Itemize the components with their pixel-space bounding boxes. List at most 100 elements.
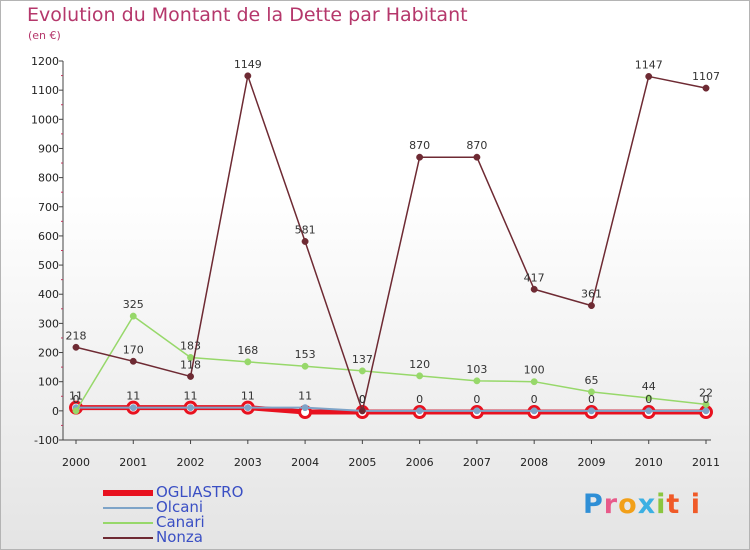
y-tick-label: 1200 (31, 55, 59, 68)
point-olcani (588, 407, 595, 415)
point-olcani (645, 407, 653, 415)
data-label-olcani: 0 (531, 393, 538, 406)
point-canari (72, 407, 80, 415)
data-label-nonza: 1107 (692, 70, 720, 83)
x-tick-label: 2000 (62, 456, 90, 469)
data-label-olcani: 11 (241, 390, 255, 403)
legend-swatch (103, 490, 153, 496)
point-canari (244, 358, 252, 366)
point-olcani (129, 404, 137, 412)
data-label-canari: 120 (409, 358, 430, 371)
y-tick-label: 0 (52, 405, 59, 418)
data-label-olcani: 0 (588, 393, 595, 406)
x-tick-label: 2009 (577, 456, 605, 469)
point-nonza (530, 285, 538, 293)
data-label-canari: 0 (73, 393, 80, 406)
data-label-nonza: 1147 (635, 58, 663, 71)
point-canari (473, 377, 481, 385)
x-tick-label: 2011 (692, 456, 720, 469)
data-label-canari: 22 (699, 386, 713, 399)
legend-label: Olcani (156, 498, 204, 516)
point-canari (645, 394, 653, 402)
data-label-olcani: 11 (184, 390, 198, 403)
y-tick-label: 600 (38, 230, 59, 243)
data-label-olcani: 0 (703, 393, 710, 406)
y-tick-label: 1100 (31, 84, 59, 97)
data-label-olcani: 11 (69, 390, 83, 403)
point-canari (301, 362, 309, 370)
point-nonza (301, 238, 309, 245)
data-label-nonza: 118 (180, 358, 201, 371)
data-label-nonza: 417 (524, 271, 545, 284)
point-nonza (473, 153, 481, 161)
point-canari (702, 400, 710, 408)
data-label-olcani: 11 (126, 390, 140, 403)
point-olcani (244, 404, 252, 412)
data-label-canari: 183 (180, 339, 201, 352)
proxiti-logo: Proxit i (583, 489, 701, 520)
data-label-canari: 137 (352, 353, 373, 366)
point-nonza (588, 302, 595, 310)
point-nonza (187, 372, 194, 380)
data-label-nonza: 870 (409, 139, 430, 152)
point-nonza (416, 153, 424, 161)
chart-title: Evolution du Montant de la Dette par Hab… (27, 4, 468, 26)
x-tick-label: 2010 (635, 456, 663, 469)
data-label-nonza: 870 (466, 139, 487, 152)
data-label-canari: 65 (584, 374, 598, 387)
x-tick-label: 2003 (234, 456, 262, 469)
y-tick-label: 300 (38, 317, 59, 330)
data-label-nonza: 170 (123, 343, 144, 356)
data-label-nonza: 581 (295, 223, 316, 236)
y-tick-label: 800 (38, 172, 59, 185)
data-label-canari: 100 (524, 364, 545, 377)
data-label-canari: 168 (237, 344, 258, 357)
point-canari (129, 312, 137, 320)
data-label-canari: 44 (642, 380, 656, 393)
series-line-olcani (76, 406, 706, 412)
series-line-canari (75, 315, 707, 412)
y-tick-label: 1000 (31, 113, 59, 126)
y-tick-label: 500 (38, 259, 59, 272)
point-olcani (702, 407, 710, 415)
y-tick-label: 700 (38, 201, 59, 214)
data-label-olcani: 0 (416, 393, 423, 406)
point-canari (358, 367, 366, 375)
data-label-canari: 153 (295, 348, 316, 361)
x-tick-label: 2001 (119, 456, 147, 469)
y-tick-label: 200 (38, 347, 59, 360)
point-nonza (358, 407, 366, 415)
legend-label: Canari (156, 513, 205, 531)
legend-swatch (103, 522, 153, 524)
chart-subtitle: (en €) (28, 29, 61, 42)
point-olcani (530, 407, 538, 415)
point-nonza (72, 343, 80, 351)
y-tick-label: 100 (38, 376, 59, 389)
point-canari (416, 372, 424, 380)
point-nonza (702, 84, 710, 92)
y-tick-label: 400 (38, 288, 59, 301)
x-tick-label: 2002 (177, 456, 205, 469)
data-label-olcani: 11 (298, 390, 312, 403)
x-tick-label: 2008 (520, 456, 548, 469)
data-label-canari: 325 (123, 298, 144, 311)
series-line-nonza (75, 75, 707, 412)
data-label-nonza: 361 (581, 288, 602, 301)
y-tick-label: -100 (34, 434, 59, 447)
point-nonza (129, 357, 137, 365)
x-tick-label: 2006 (406, 456, 434, 469)
point-olcani (416, 407, 424, 415)
legend-label: Nonza (156, 528, 203, 546)
data-label-olcani: 0 (359, 393, 366, 406)
point-nonza (244, 72, 252, 80)
data-label-nonza: 0 (359, 393, 366, 406)
point-olcani (187, 404, 194, 412)
point-canari (530, 378, 538, 386)
point-canari (588, 388, 595, 396)
legend-label: OGLIASTRO (156, 483, 244, 501)
data-label-olcani: 0 (473, 393, 480, 406)
data-label-nonza: 1149 (234, 58, 262, 71)
data-label-nonza: 218 (66, 329, 87, 342)
